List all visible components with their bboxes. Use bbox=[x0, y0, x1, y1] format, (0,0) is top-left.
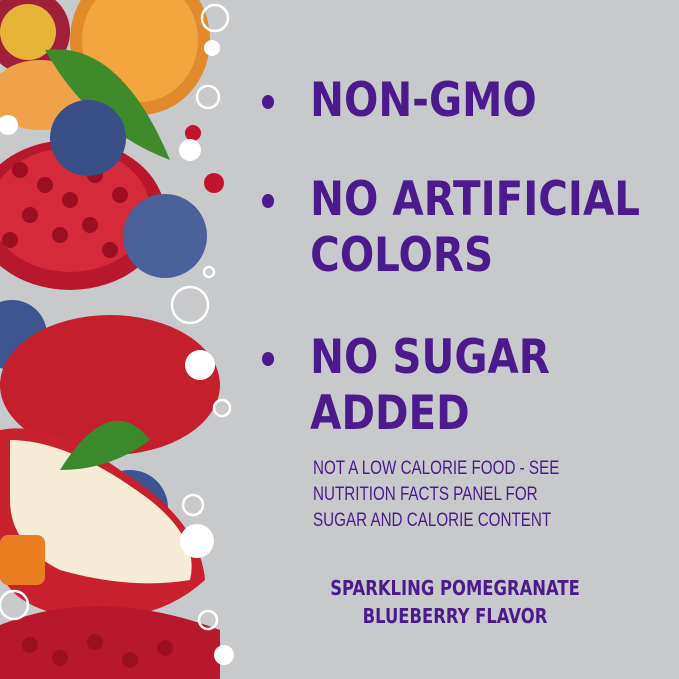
claim-non-gmo: NON-GMO bbox=[262, 73, 537, 129]
bullet-icon bbox=[262, 95, 275, 109]
blueberry bbox=[50, 100, 126, 176]
claim-line: COLORS bbox=[310, 228, 494, 283]
bullet-icon bbox=[262, 352, 275, 366]
disclaimer-line: NOT A LOW CALORIE FOOD - SEE bbox=[313, 458, 560, 479]
claim-line: NO SUGAR bbox=[310, 330, 550, 385]
leaf bbox=[45, 49, 170, 160]
blueberry bbox=[123, 194, 207, 278]
disclaimer-line: SUGAR AND CALORIE CONTENT bbox=[313, 510, 552, 531]
claim-line: ADDED bbox=[310, 386, 470, 441]
claim-no-sugar-added: NO SUGAR ADDED bbox=[262, 330, 550, 442]
claim-line: NON-GMO bbox=[310, 73, 537, 128]
flavor-line: BLUEBERRY FLAVOR bbox=[362, 604, 548, 628]
fruit-illustration bbox=[0, 0, 234, 679]
carrot-slice bbox=[0, 535, 45, 585]
disclaimer-line: NUTRITION FACTS PANEL FOR bbox=[313, 484, 538, 505]
leaf bbox=[60, 420, 150, 470]
claim-line: NO ARTIFICIAL bbox=[310, 172, 641, 227]
calorie-disclaimer: NOT A LOW CALORIE FOOD - SEE NUTRITION F… bbox=[313, 456, 559, 534]
flavor-line: SPARKLING POMEGRANATE bbox=[330, 576, 580, 600]
claim-no-artificial-colors: NO ARTIFICIAL COLORS bbox=[262, 172, 640, 284]
apple bbox=[0, 315, 220, 455]
bubbles bbox=[0, 3, 232, 631]
flavor-name: SPARKLING POMEGRANATE BLUEBERRY FLAVOR bbox=[303, 574, 606, 630]
bullet-icon bbox=[262, 194, 275, 208]
